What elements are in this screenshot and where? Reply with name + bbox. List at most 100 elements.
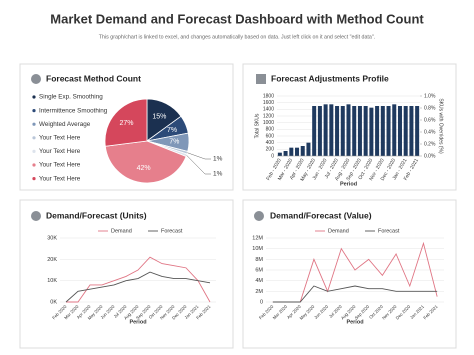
y-tick-label: 0 — [260, 299, 263, 305]
y-tick-label: 20K — [47, 257, 57, 263]
pie-slice — [104, 140, 187, 184]
panel-title: Demand/Forecast (Units) — [46, 210, 147, 220]
pie-slice — [104, 98, 148, 147]
y2-tick-label: 0.4% — [424, 129, 436, 135]
legend-label: Demand — [111, 228, 132, 234]
leader-line — [186, 155, 211, 175]
slice-label: 1% — [213, 171, 223, 178]
y2-tick-label: 1.0% — [424, 93, 436, 99]
slice-label: 7% — [167, 127, 177, 134]
bar — [283, 151, 288, 156]
legend-label: Your Text Here — [39, 148, 81, 155]
panel — [242, 199, 457, 349]
slice-label: 42% — [137, 165, 151, 172]
y-tick-label: 1600 — [263, 100, 274, 106]
icon — [31, 74, 41, 84]
slice-label: 15% — [152, 114, 166, 121]
slice-label: 7% — [169, 139, 179, 146]
y-tick-label: 400 — [266, 140, 275, 146]
page-subtitle: This graph/chart is linked to excel, and… — [99, 34, 375, 40]
bar — [340, 106, 345, 156]
legend-label: Your Text Here — [39, 134, 81, 141]
bar — [329, 104, 334, 156]
bar — [295, 147, 300, 156]
y2-tick-label: 0.0% — [424, 153, 436, 159]
bar — [277, 152, 282, 156]
y2-tick-label: 0.8% — [424, 105, 436, 111]
legend-marker — [32, 136, 36, 140]
y-tick-label: 0 — [271, 153, 274, 159]
y-tick-label: 4M — [255, 278, 263, 284]
bar — [352, 106, 357, 156]
bar — [375, 106, 380, 156]
y-tick-label: 10M — [252, 246, 263, 252]
bar — [369, 107, 374, 156]
legend-marker — [32, 95, 36, 99]
slice-label: 27% — [120, 120, 134, 127]
panel-title: Forecast Adjustments Profile — [271, 73, 389, 83]
y-tick-label: 200 — [266, 147, 275, 153]
legend-label: Intermittence Smoothing — [39, 107, 108, 114]
legend-label: Your Text Here — [39, 175, 81, 182]
legend-marker — [32, 163, 36, 167]
legend-label: Demand — [328, 228, 349, 234]
y-tick-label: 2M — [255, 289, 263, 295]
series-line — [66, 256, 211, 303]
y-tick-label: 6M — [255, 267, 263, 273]
y2-tick-label: 0.6% — [424, 117, 436, 123]
bar — [403, 106, 408, 156]
y-tick-label: 1800 — [263, 93, 274, 99]
leader-line — [187, 152, 211, 160]
bar — [415, 106, 420, 156]
bar — [357, 106, 362, 156]
bar — [289, 147, 294, 156]
y2-axis-label: SKUs with Overrides (%) — [438, 98, 444, 154]
bar — [409, 106, 414, 156]
y-tick-label: 0K — [50, 299, 57, 305]
x-axis-label: Period — [346, 319, 363, 325]
series-line — [65, 271, 211, 303]
bar — [306, 142, 311, 156]
y-tick-label: 10K — [47, 278, 57, 284]
legend-marker — [32, 109, 36, 113]
bar — [317, 106, 322, 156]
bar — [397, 106, 402, 156]
icon — [254, 211, 264, 221]
y-axis-label: Total SKUs — [254, 113, 260, 138]
bar — [380, 106, 385, 156]
y-tick-label: 800 — [266, 127, 275, 133]
y-tick-label: 30K — [47, 235, 57, 241]
bar — [323, 104, 328, 156]
legend-label: Weighted Average — [39, 121, 91, 128]
legend-label: Forecast — [378, 228, 400, 234]
y-tick-label: 1200 — [263, 113, 274, 119]
series-line — [272, 285, 438, 303]
slice-label: 1% — [213, 156, 223, 163]
icon — [256, 74, 266, 84]
panel-title: Forecast Method Count — [46, 73, 141, 83]
y-tick-label: 600 — [266, 133, 275, 139]
legend-marker — [32, 122, 36, 126]
bar — [346, 104, 351, 156]
legend-marker — [32, 177, 36, 181]
bar — [363, 106, 368, 156]
bar — [312, 106, 317, 156]
bar — [392, 104, 397, 156]
panel-title: Demand/Forecast (Value) — [270, 210, 372, 220]
legend-label: Your Text Here — [39, 162, 81, 169]
y2-tick-label: 0.2% — [424, 141, 436, 147]
bar — [386, 106, 391, 156]
legend-label: Single Exp. Smoothing — [39, 94, 103, 101]
x-axis-label: Period — [340, 181, 357, 187]
panel — [19, 199, 234, 349]
y-tick-label: 12M — [252, 235, 263, 241]
y-tick-label: 1000 — [263, 120, 274, 126]
bar — [300, 146, 305, 156]
page-title: Market Demand and Forecast Dashboard wit… — [50, 11, 424, 26]
legend-marker — [32, 149, 36, 153]
y-tick-label: 1400 — [263, 107, 274, 113]
icon — [31, 211, 41, 221]
y-tick-label: 8M — [255, 257, 263, 263]
x-axis-label: Period — [129, 319, 146, 325]
